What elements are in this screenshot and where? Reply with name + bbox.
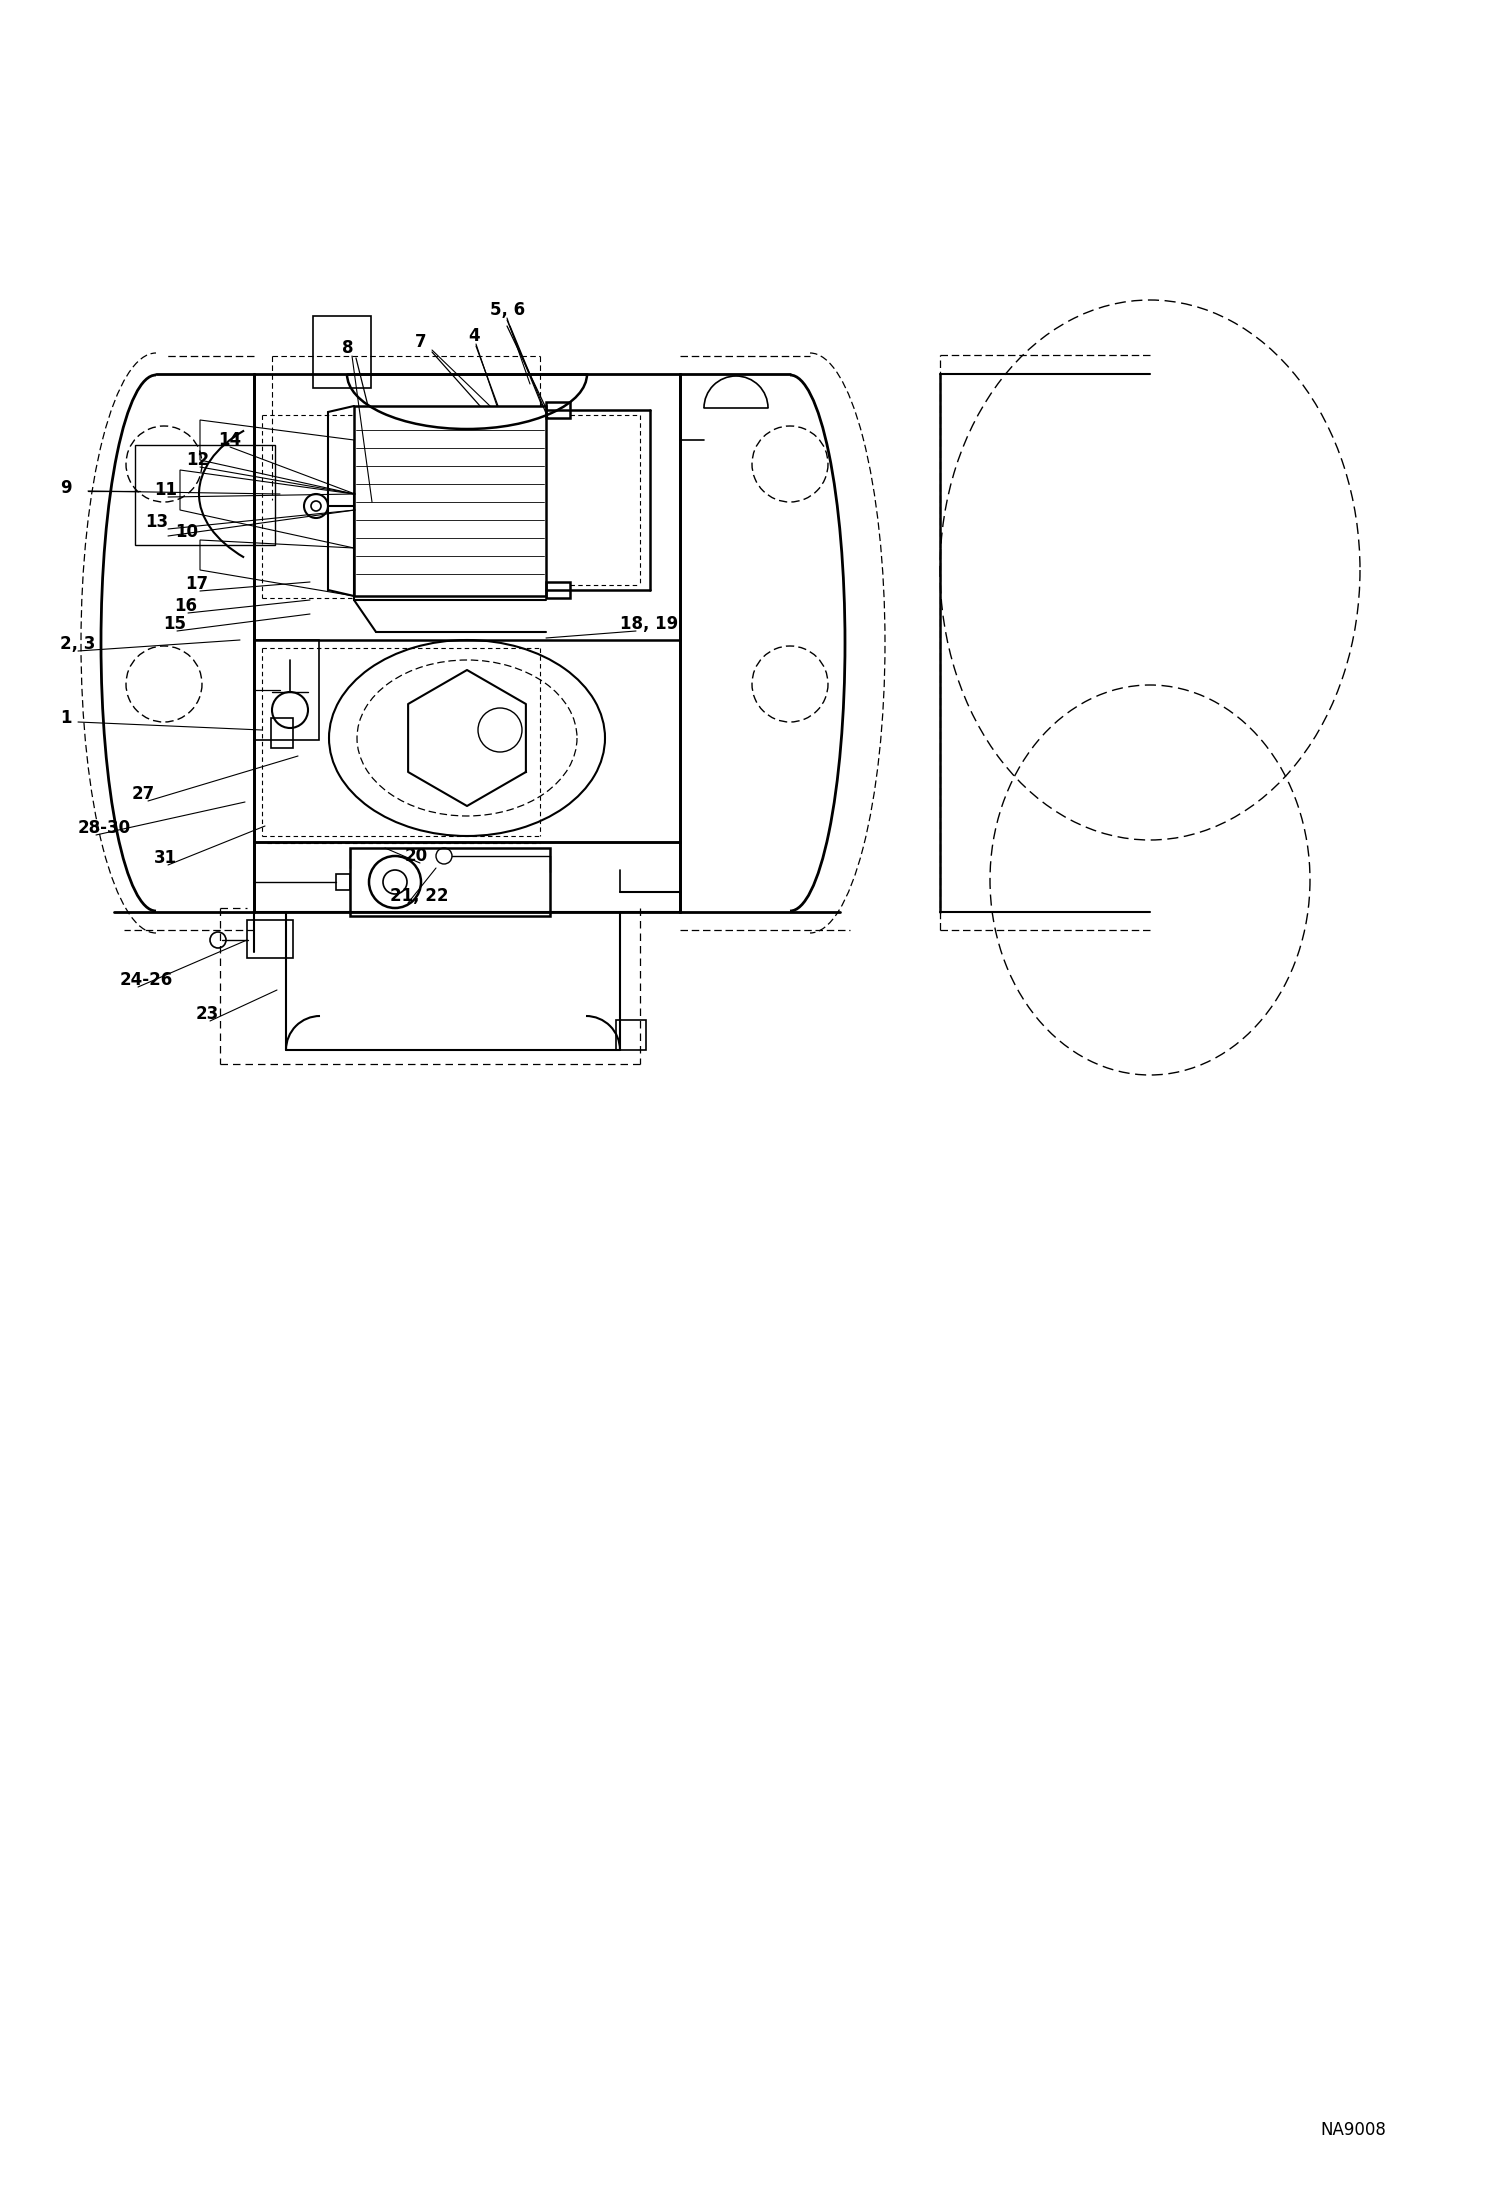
Bar bbox=[313, 316, 372, 388]
Text: 1: 1 bbox=[60, 708, 72, 728]
Text: 10: 10 bbox=[175, 522, 198, 542]
Text: 8: 8 bbox=[342, 340, 354, 357]
Text: 28-30: 28-30 bbox=[78, 818, 132, 838]
Bar bbox=[247, 921, 294, 958]
Text: 24-26: 24-26 bbox=[120, 971, 174, 989]
Bar bbox=[545, 401, 571, 419]
Text: 20: 20 bbox=[404, 846, 428, 864]
Text: 9: 9 bbox=[60, 478, 72, 498]
Text: 13: 13 bbox=[145, 513, 168, 531]
Text: 18, 19: 18, 19 bbox=[620, 614, 679, 634]
Text: 31: 31 bbox=[154, 849, 177, 866]
Bar bbox=[255, 640, 319, 739]
Text: 14: 14 bbox=[219, 432, 241, 450]
Bar bbox=[135, 445, 276, 546]
Text: NA9008: NA9008 bbox=[1320, 2121, 1386, 2138]
Text: 11: 11 bbox=[154, 480, 177, 500]
Bar bbox=[351, 849, 550, 917]
Bar bbox=[616, 1020, 646, 1050]
Text: 17: 17 bbox=[184, 575, 208, 592]
Text: 23: 23 bbox=[196, 1004, 219, 1022]
Text: 5, 6: 5, 6 bbox=[490, 300, 526, 318]
Bar bbox=[354, 406, 545, 596]
Text: 7: 7 bbox=[415, 333, 427, 351]
Bar bbox=[545, 581, 571, 599]
Text: 16: 16 bbox=[174, 596, 198, 614]
Text: 27: 27 bbox=[132, 785, 156, 803]
Bar bbox=[271, 717, 294, 748]
Text: 12: 12 bbox=[186, 452, 210, 469]
Text: 4: 4 bbox=[467, 327, 479, 344]
Text: 21, 22: 21, 22 bbox=[389, 886, 448, 906]
Text: 2, 3: 2, 3 bbox=[60, 636, 96, 654]
Bar bbox=[336, 875, 351, 890]
Text: 15: 15 bbox=[163, 614, 186, 634]
